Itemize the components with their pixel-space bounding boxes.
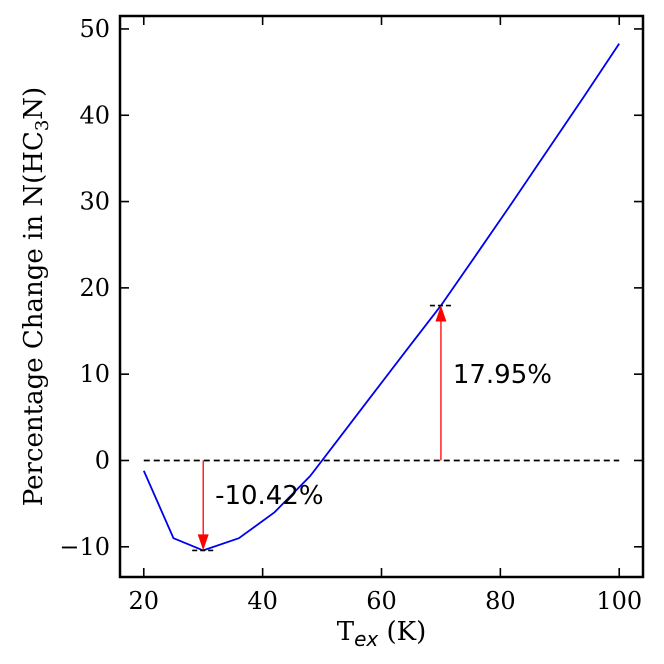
y-axis-ticks: −10 0 10 20 30 40 50 xyxy=(59,15,643,561)
annotation-arrow-head xyxy=(435,305,447,322)
y-tick-label: 0 xyxy=(95,446,110,474)
y-tick-label: 20 xyxy=(79,274,110,302)
y-tick-label: 30 xyxy=(79,188,110,216)
annotation-label: 17.95% xyxy=(453,360,552,390)
x-tick-label: 60 xyxy=(366,587,397,615)
series-group xyxy=(142,43,620,552)
x-axis-ticks: 20 40 60 80 100 xyxy=(128,16,642,615)
series-line xyxy=(142,43,620,552)
x-tick-label: 20 xyxy=(128,587,159,615)
y-tick-label: −10 xyxy=(59,533,110,561)
x-tick-label: 40 xyxy=(247,587,278,615)
x-axis-label-unit: (K) xyxy=(378,617,426,647)
x-axis-label: Tex (K) xyxy=(337,617,426,651)
y-axis-label-pre: Percentage Change in N(HC xyxy=(19,131,49,506)
y-tick-label: 50 xyxy=(79,15,110,43)
y-tick-label: 40 xyxy=(79,101,110,129)
annotations-group: -10.42% 17.95% xyxy=(192,304,552,552)
annotation-label: -10.42% xyxy=(215,481,324,511)
x-axis-label-sub: ex xyxy=(354,627,378,651)
x-tick-label: 80 xyxy=(485,587,516,615)
y-axis-label-sub: 3 xyxy=(32,120,53,131)
x-tick-label: 100 xyxy=(596,587,642,615)
annotation-arrow-head xyxy=(197,534,209,551)
x-axis-label-main: T xyxy=(337,617,355,647)
y-axis-label-post: N) xyxy=(19,87,49,120)
plot-frame xyxy=(118,14,645,579)
y-axis-label: Percentage Change in N(HC3N) xyxy=(19,87,53,506)
y-tick-label: 10 xyxy=(79,360,110,388)
